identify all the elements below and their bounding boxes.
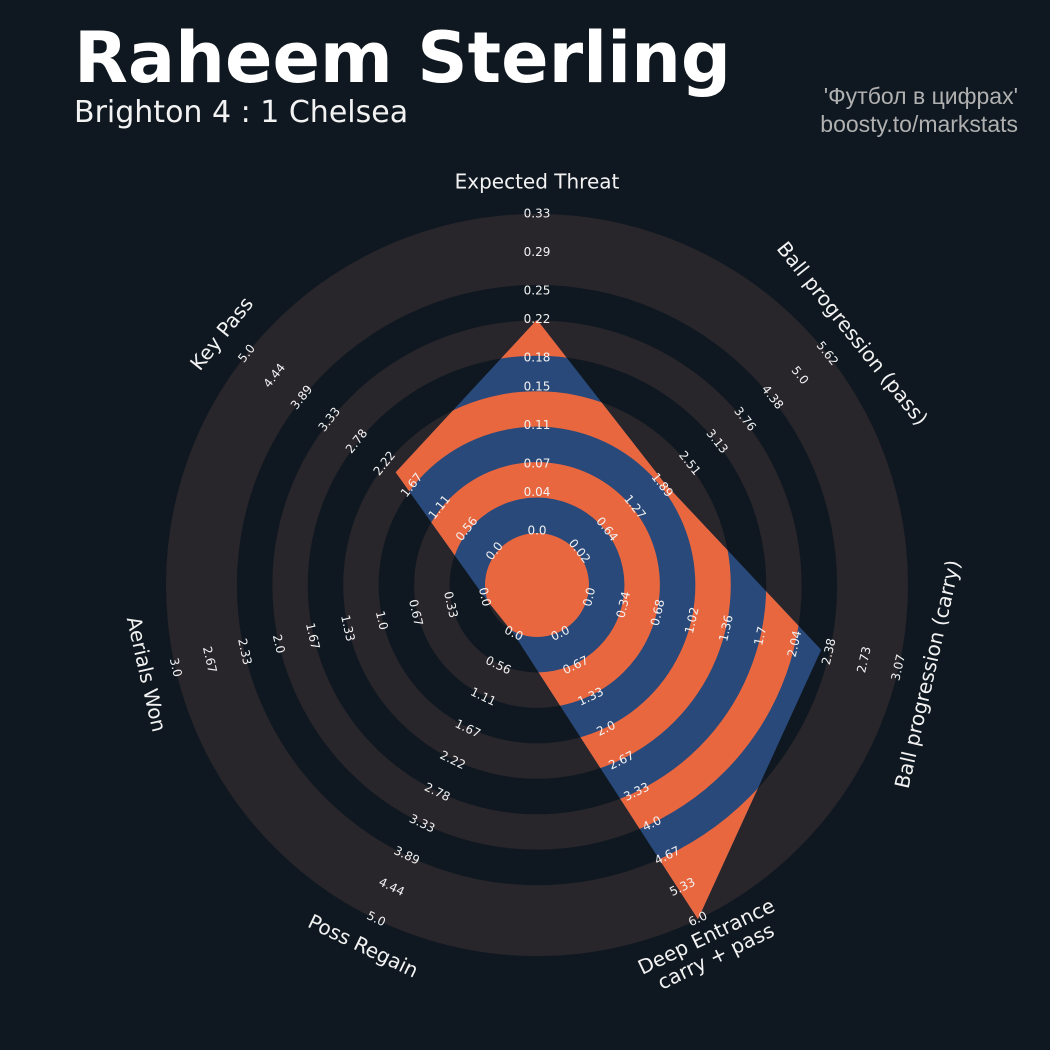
tick-label: 2.73 — [854, 645, 874, 674]
tick-label: 3.0 — [167, 657, 185, 679]
tick-label: 1.33 — [338, 614, 358, 643]
tick-label: 0.67 — [406, 598, 426, 627]
tick-label: 1.67 — [303, 622, 323, 651]
tick-label: 0.33 — [441, 590, 461, 619]
tick-label: 2.04 — [785, 629, 805, 658]
tick-label: 2.0 — [270, 633, 288, 655]
tick-label: 0.25 — [524, 283, 551, 297]
chart-title: Raheem Sterling — [74, 17, 731, 99]
tick-label: 0.29 — [524, 245, 551, 259]
tick-label: 0.18 — [524, 351, 551, 365]
tick-label: 0.22 — [524, 312, 551, 326]
chart-subtitle: Brighton 4 : 1 Chelsea — [74, 95, 408, 130]
credit: 'Футбол в цифрах' — [824, 83, 1018, 109]
tick-label: 0.15 — [524, 379, 551, 393]
tick-label: 0.34 — [614, 590, 634, 619]
param-label: Expected Threat — [455, 170, 620, 194]
tick-label: 0.11 — [524, 418, 551, 432]
radar: 0.0 0.04 0.07 0.11 0.15 0.18 0.22 0.25 0.29 0.33 E… — [122, 170, 965, 994]
credit: boosty.to/markstats — [820, 111, 1018, 137]
tick-label: 2.67 — [200, 645, 220, 674]
tick-label: 0.04 — [524, 485, 551, 499]
tick-label: 1.0 — [373, 610, 391, 632]
tick-label: 0.33 — [524, 207, 551, 221]
tick-label: 2.33 — [235, 637, 255, 666]
tick-label: 0.0 — [476, 586, 494, 608]
tick-label: 0.0 — [527, 524, 546, 538]
tick-label: 1.7 — [751, 625, 769, 647]
tick-label: 1.02 — [682, 606, 702, 635]
tick-label: 3.07 — [888, 653, 908, 682]
tick-label: 0.68 — [648, 598, 668, 627]
tick-label: 1.36 — [716, 614, 736, 643]
tick-label: 2.38 — [819, 637, 839, 666]
tick-label: 0.07 — [524, 456, 551, 470]
tick-label: 0.0 — [580, 586, 598, 608]
